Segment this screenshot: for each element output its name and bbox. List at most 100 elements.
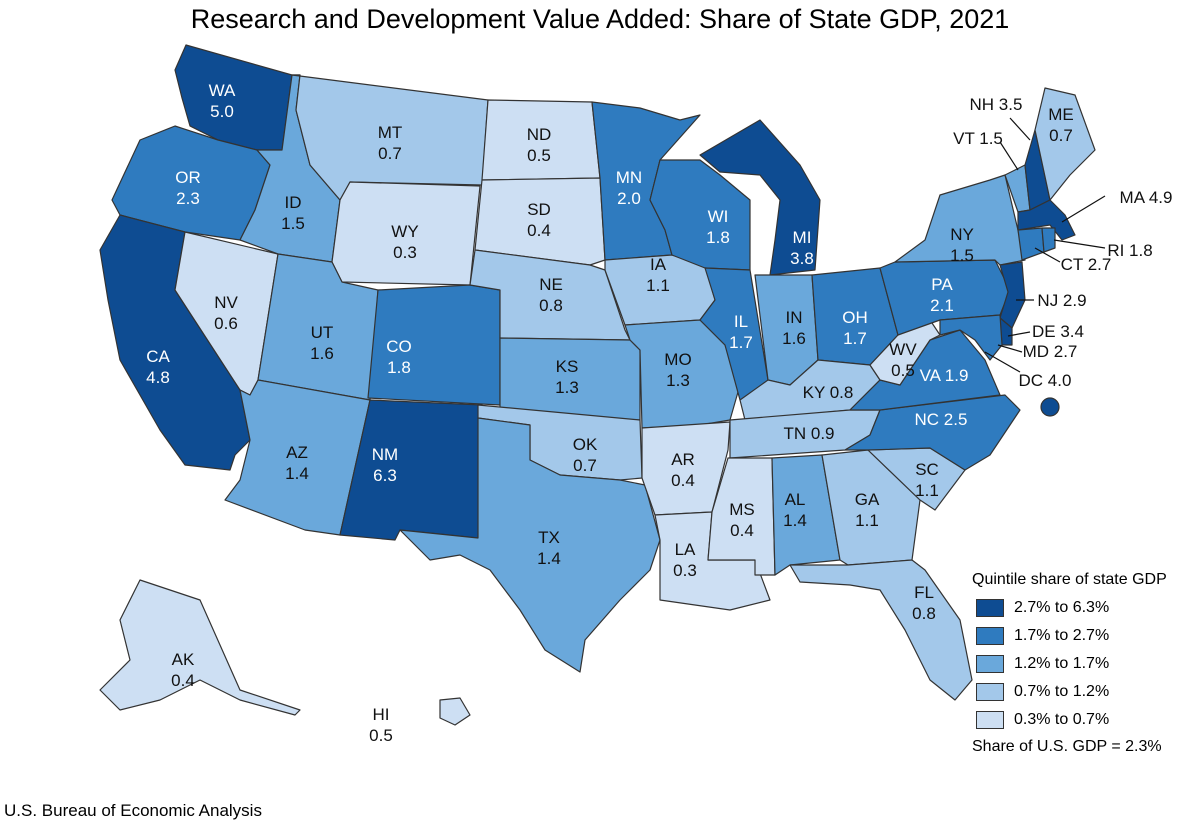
legend-label: 1.7% to 2.7% (1014, 626, 1110, 644)
legend-item: 2.7% to 6.3% (976, 598, 1192, 617)
state-value-ar: 0.4 (671, 471, 695, 490)
state-label-me: ME (1048, 105, 1074, 124)
state-value-sc: 1.1 (915, 481, 939, 500)
state-label-mo: MO (664, 350, 691, 369)
state-value-oh: 1.7 (843, 329, 867, 348)
state-label-nm: NM (372, 445, 398, 464)
state-label-wv: WV (889, 340, 917, 359)
state-RI (1041, 227, 1056, 253)
state-value-pa: 2.1 (930, 296, 954, 315)
state-value-tx: 1.4 (537, 549, 561, 568)
legend-item: 1.2% to 1.7% (976, 654, 1192, 673)
state-label-or: OR (175, 168, 201, 187)
state-value-ok: 0.7 (573, 456, 597, 475)
state-label-wa: WA (209, 81, 236, 100)
state-label-pa: PA (931, 275, 953, 294)
state-value-az: 1.4 (285, 464, 309, 483)
state-FL (789, 559, 973, 701)
state-value-id: 1.5 (281, 214, 305, 233)
legend-label: 0.7% to 1.2% (1014, 682, 1110, 700)
state-value-sd: 0.4 (527, 221, 551, 240)
state-value-ia: 1.1 (646, 276, 670, 295)
state-value-ks: 1.3 (555, 378, 579, 397)
source-credit: U.S. Bureau of Economic Analysis (4, 801, 262, 820)
state-label-wi: WI (708, 207, 729, 226)
state-label-de: DE 3.4 (1032, 322, 1084, 341)
state-label-ar: AR (671, 450, 695, 469)
legend-item: 0.3% to 0.7% (976, 710, 1192, 729)
state-label-ma: MA 4.9 (1120, 188, 1173, 207)
state-value-nm: 6.3 (373, 466, 397, 485)
state-value-mo: 1.3 (666, 371, 690, 390)
state-value-ca: 4.8 (146, 368, 170, 387)
state-TX (399, 417, 661, 673)
state-label-ca: CA (146, 347, 170, 366)
state-label-tx: TX (538, 528, 560, 547)
legend-label: 2.7% to 6.3% (1014, 598, 1110, 616)
state-AL (771, 454, 841, 576)
state-label-ak: AK (172, 650, 195, 669)
state-KS (499, 337, 641, 421)
state-value-wa: 5.0 (210, 102, 234, 121)
state-CT (1017, 227, 1045, 261)
state-value-fl: 0.8 (912, 604, 936, 623)
state-value-mn: 2.0 (617, 189, 641, 208)
state-label-ne: NE (539, 275, 563, 294)
state-value-al: 1.4 (783, 511, 807, 530)
state-value-nv: 0.6 (214, 314, 238, 333)
legend-item: 0.7% to 1.2% (976, 682, 1192, 701)
state-label-mi: MI (793, 228, 812, 247)
state-HI (439, 697, 471, 726)
legend-swatch (976, 710, 1004, 729)
state-label-ct: CT 2.7 (1061, 255, 1112, 274)
state-AK (99, 579, 301, 716)
state-label-la: LA (675, 540, 696, 559)
legend-swatch (976, 654, 1004, 673)
state-label-az: AZ (286, 443, 308, 462)
state-label-mn: MN (616, 168, 642, 187)
state-label-va: VA 1.9 (920, 366, 969, 385)
state-value-nd: 0.5 (527, 146, 551, 165)
state-value-ms: 0.4 (730, 521, 754, 540)
legend-swatch (976, 682, 1004, 701)
state-label-nj: NJ 2.9 (1037, 291, 1086, 310)
state-value-ny: 1.5 (950, 246, 974, 265)
state-value-wv: 0.5 (891, 361, 915, 380)
state-label-ga: GA (855, 490, 880, 509)
state-value-ne: 0.8 (539, 296, 563, 315)
legend-item: 1.7% to 2.7% (976, 626, 1192, 645)
state-label-ia: IA (650, 255, 667, 274)
state-value-hi: 0.5 (369, 726, 393, 745)
state-value-me: 0.7 (1049, 126, 1073, 145)
state-label-nc: NC 2.5 (915, 410, 968, 429)
legend-label: 0.3% to 0.7% (1014, 710, 1110, 728)
state-label-il: IL (734, 312, 748, 331)
state-value-la: 0.3 (673, 561, 697, 580)
state-label-co: CO (386, 337, 412, 356)
state-DC (1040, 397, 1060, 417)
state-label-vt: VT 1.5 (953, 129, 1003, 148)
legend-swatch (976, 626, 1004, 645)
state-MD (939, 314, 1003, 361)
state-label-dc: DC 4.0 (1019, 371, 1072, 390)
state-value-ga: 1.1 (855, 511, 879, 530)
state-label-sd: SD (527, 200, 551, 219)
leader-lines (984, 117, 1106, 373)
state-SD (474, 177, 606, 266)
state-label-wy: WY (391, 222, 418, 241)
legend-title: Quintile share of state GDP (972, 571, 1167, 588)
state-label-ok: OK (573, 435, 598, 454)
state-label-ms: MS (729, 500, 755, 519)
state-value-ut: 1.6 (310, 344, 334, 363)
state-value-il: 1.7 (729, 333, 753, 352)
state-label-oh: OH (842, 308, 868, 327)
state-value-mi: 3.8 (790, 249, 814, 268)
map-title: Research and Development Value Added: Sh… (190, 4, 1010, 34)
state-label-nd: ND (527, 125, 552, 144)
state-label-ut: UT (311, 323, 334, 342)
state-label-tn: TN 0.9 (783, 424, 834, 443)
state-label-al: AL (785, 490, 806, 509)
state-label-ny: NY (950, 225, 974, 244)
state-NC (844, 394, 1021, 471)
state-label-nh: NH 3.5 (970, 95, 1023, 114)
